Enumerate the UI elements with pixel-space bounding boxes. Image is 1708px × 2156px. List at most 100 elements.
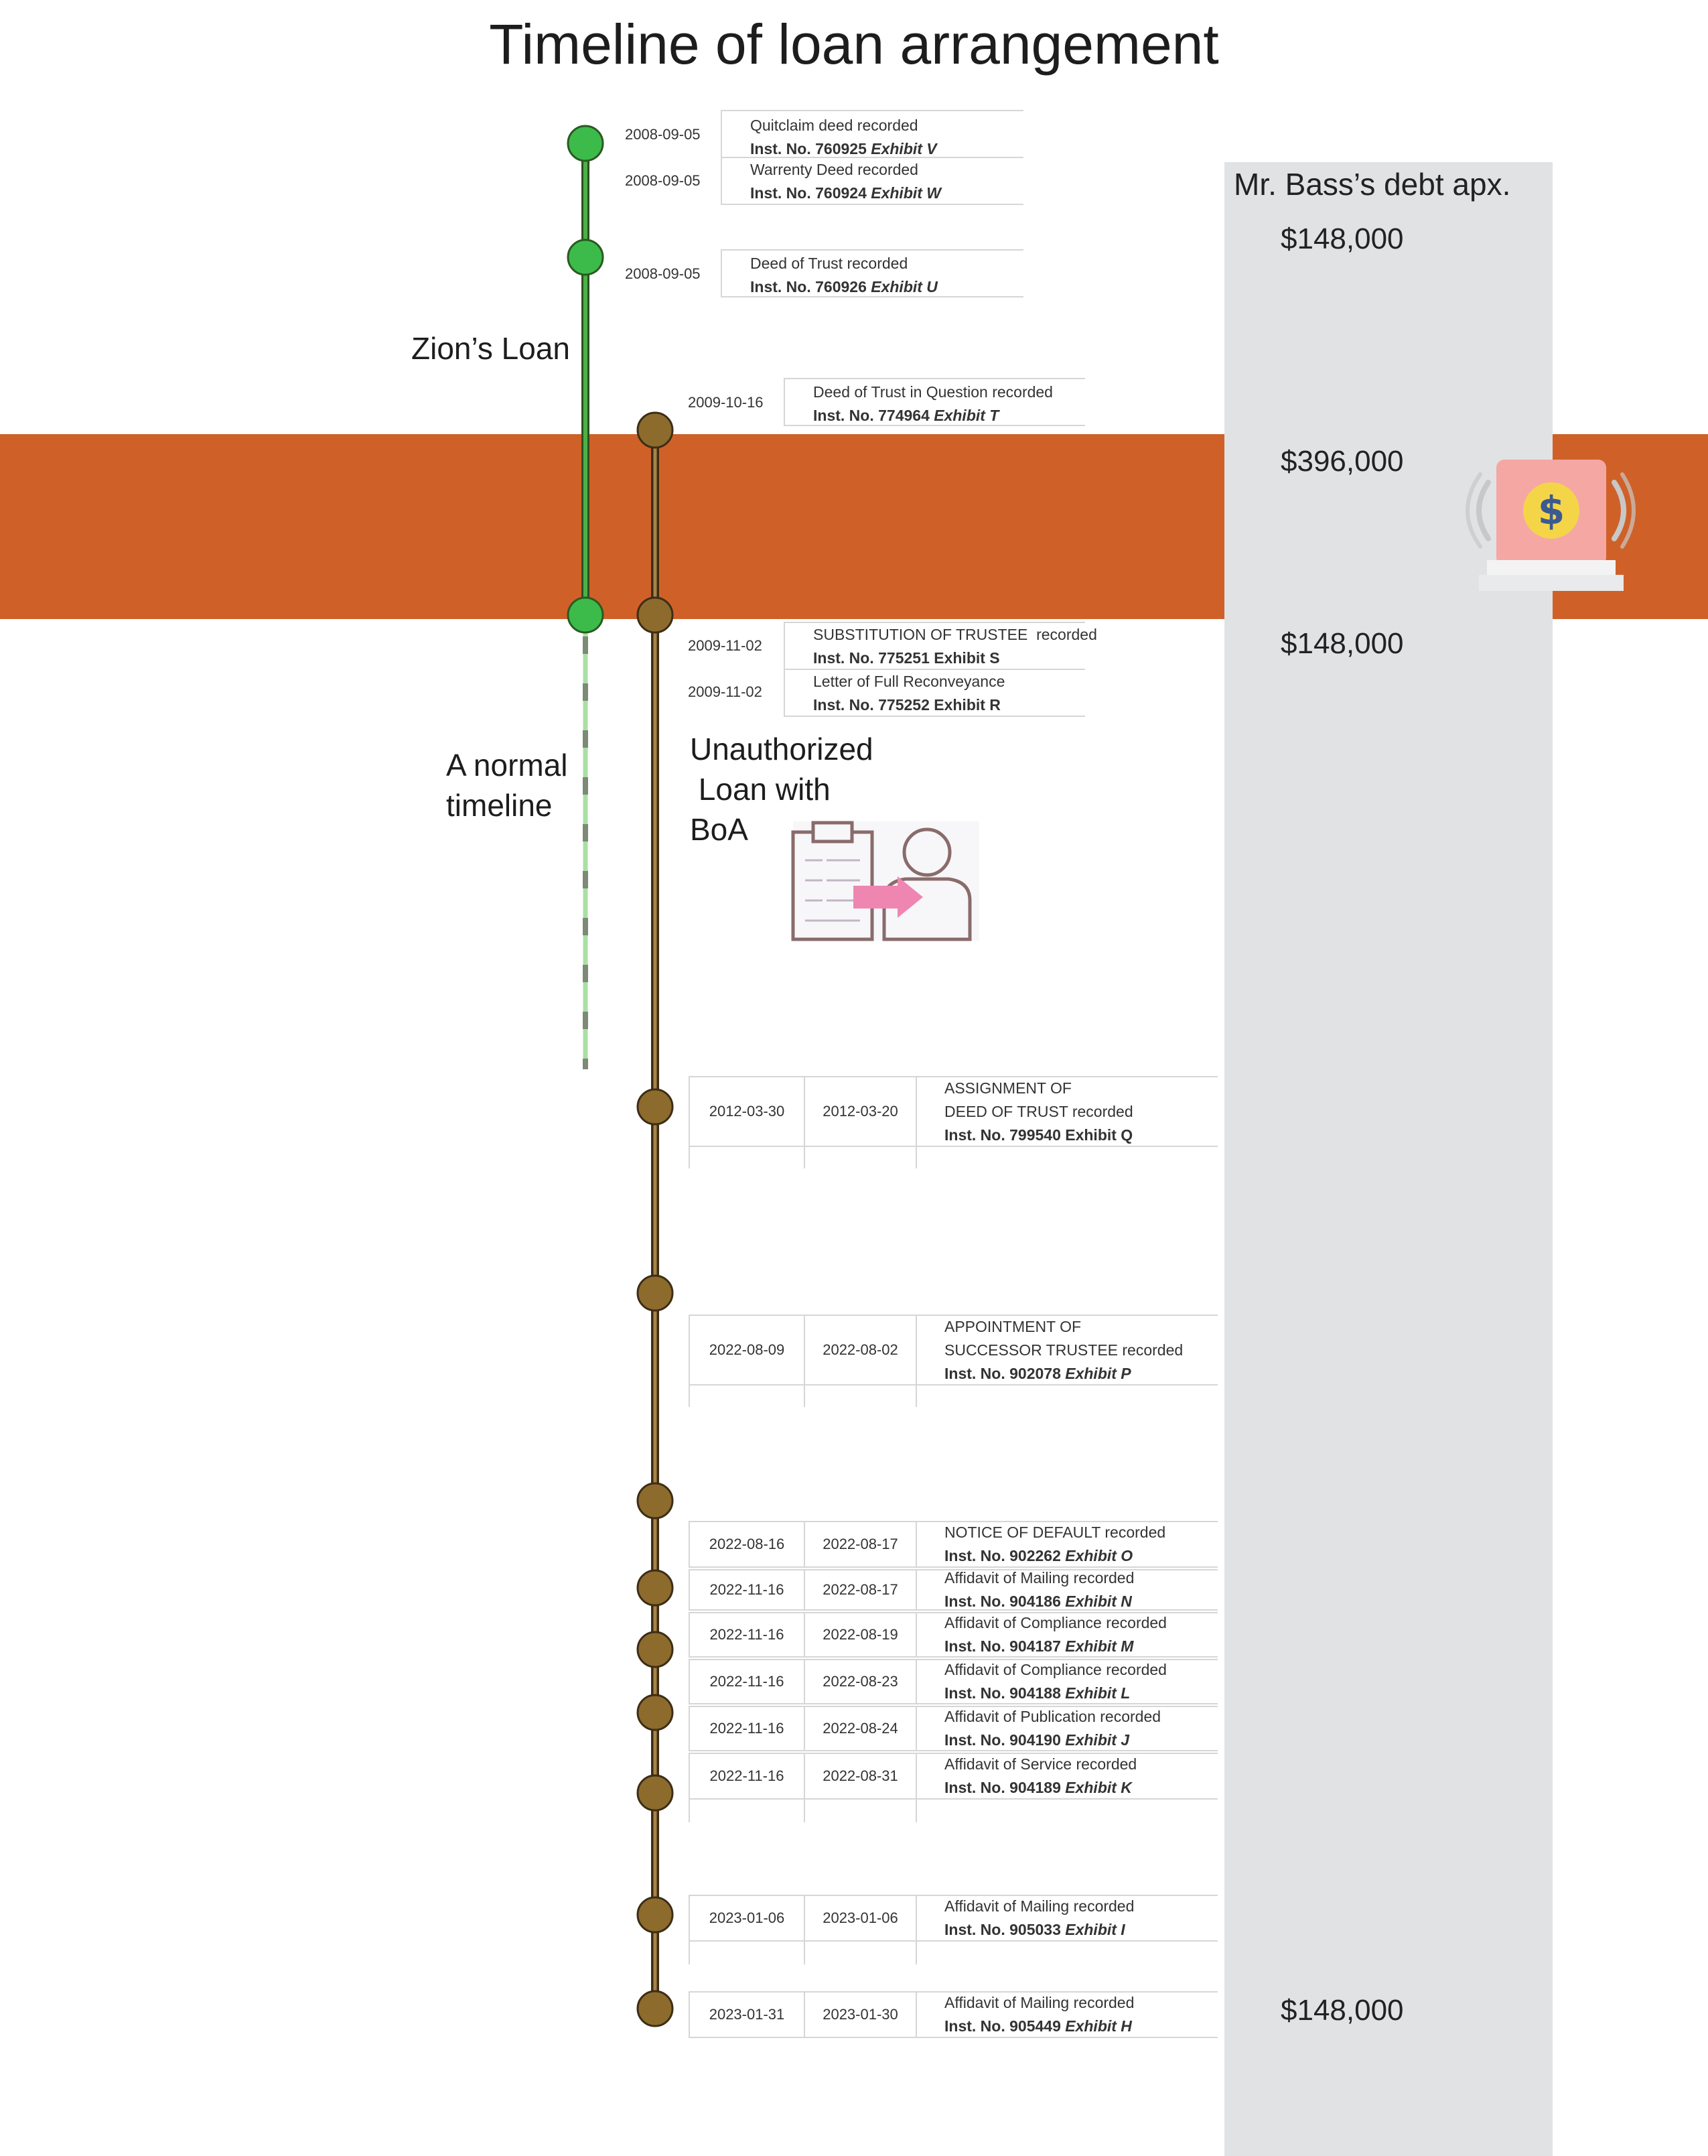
row-divider (804, 1991, 805, 2038)
timeline-node (636, 1631, 674, 1668)
row-divider (916, 1612, 917, 1658)
event-title: Affidavit of Mailing recorded (944, 1994, 1135, 2011)
event-title: Affidavit of Mailing recorded (944, 1897, 1135, 1915)
event-title-line2: SUCCESSOR TRUSTEE recorded (944, 1341, 1184, 1359)
row-divider (689, 1895, 690, 1964)
event-instrument: Inst. No. 904189 (944, 1779, 1061, 1796)
event-date: 2008-09-05 (625, 126, 701, 143)
event-exhibit: Exhibit H (1065, 2017, 1132, 2035)
event-row (689, 1895, 1218, 1942)
event-signed-date: 2022-08-17 (823, 1536, 898, 1552)
event-title: Affidavit of Service recorded (944, 1755, 1137, 1773)
event-title-line2: DEED OF TRUST recorded (944, 1102, 1133, 1120)
event-signed-date: 2022-08-23 (823, 1673, 898, 1690)
timeline-node (636, 1482, 674, 1520)
event-instrument: Inst. No. 904190 (944, 1731, 1061, 1749)
event-description: ASSIGNMENT OF DEED OF TRUST recorded Inst.… (944, 1077, 1133, 1147)
event-row (689, 1659, 1218, 1704)
row-divider (804, 1612, 805, 1658)
event-row (689, 1076, 1218, 1147)
row-divider (804, 1659, 805, 1704)
event-signed-date: 2022-08-02 (823, 1341, 898, 1358)
event-signed-date: 2022-08-31 (823, 1767, 898, 1784)
event-title: Affidavit of Compliance recorded (944, 1661, 1167, 1678)
event-title: ASSIGNMENT OF (944, 1079, 1072, 1097)
row-divider (804, 1569, 805, 1611)
event-recorded-date: 2012-03-30 (709, 1103, 785, 1120)
row-divider (689, 1521, 690, 1568)
timeline-node (567, 125, 604, 162)
event-signed-date: 2022-08-17 (823, 1581, 898, 1598)
event-row (689, 1753, 1218, 1800)
event-description: NOTICE OF DEFAULT recorded Inst. No. 9022… (944, 1521, 1165, 1568)
timeline-node (636, 411, 674, 449)
event-date: 2008-09-05 (625, 172, 701, 189)
debt-value: $396,000 (1281, 445, 1404, 478)
row-divider (689, 1076, 690, 1168)
event-instrument: Inst. No. 904187 (944, 1637, 1061, 1655)
timeline-node (636, 1569, 674, 1607)
timeline-node (567, 239, 604, 276)
event-instrument: Inst. No. 905033 (944, 1921, 1061, 1938)
event-signed-date: 2022-08-19 (823, 1626, 898, 1643)
event-signed-date: 2023-01-06 (823, 1909, 898, 1926)
zion-loan-label: Zion’s Loan (411, 331, 570, 366)
row-divider (689, 1991, 690, 2038)
event-box: Letter of Full Reconveyance Inst. No. 77… (784, 669, 1085, 717)
event-signed-date: 2023-01-30 (823, 2006, 898, 2023)
row-divider (689, 1753, 690, 1822)
event-signed-date: 2022-08-24 (823, 1720, 898, 1737)
timeline-node (636, 1774, 674, 1812)
event-box: Deed of Trust recorded Inst. No. 760926 … (721, 249, 1023, 297)
event-description: APPOINTMENT OF SUCCESSOR TRUSTEE recorded… (944, 1315, 1183, 1386)
event-instrument: Inst. No. 799540 Exhibit Q (944, 1126, 1133, 1144)
event-instrument: Inst. No. 904186 (944, 1593, 1061, 1610)
event-description: Affidavit of Compliance recorded Inst. No… (944, 1611, 1167, 1658)
row-divider (804, 1753, 805, 1822)
row-divider (804, 1895, 805, 1964)
event-exhibit: Exhibit L (1065, 1684, 1131, 1702)
event-row (689, 1612, 1218, 1658)
event-row (689, 1706, 1218, 1751)
event-title: Affidavit of Compliance recorded (944, 1614, 1167, 1631)
row-divider (689, 1659, 690, 1704)
debt-value: $148,000 (1281, 222, 1404, 255)
event-date: 2009-10-16 (688, 394, 764, 411)
svg-text:$: $ (1538, 488, 1565, 533)
timeline-node (636, 596, 674, 634)
debt-value: $148,000 (1281, 627, 1404, 660)
event-row (689, 1991, 1218, 2038)
row-divider (804, 1315, 805, 1407)
event-box: Quitclaim deed recorded Inst. No. 760925… (721, 110, 1023, 158)
event-instrument: Inst. No. 904188 (944, 1684, 1061, 1702)
event-description: Affidavit of Service recorded Inst. No. 9… (944, 1753, 1137, 1800)
event-recorded-date: 2023-01-31 (709, 2006, 785, 2023)
row-divider (916, 1753, 917, 1822)
event-recorded-date: 2023-01-06 (709, 1909, 785, 1926)
event-description: Affidavit of Mailing recorded Inst. No. 9… (944, 1566, 1134, 1613)
row-divider (689, 1612, 690, 1658)
timeline-node (636, 1694, 674, 1731)
event-recorded-date: 2022-11-16 (709, 1626, 784, 1643)
event-recorded-date: 2022-11-16 (709, 1581, 784, 1598)
event-exhibit: Exhibit P (1065, 1364, 1131, 1382)
row-divider (916, 1895, 917, 1964)
event-exhibit: Exhibit K (1065, 1779, 1132, 1796)
boa-loan-label: Unauthorized Loan with BoA (690, 732, 873, 847)
debt-value: $148,000 (1281, 1994, 1404, 2027)
event-exhibit: Exhibit J (1065, 1731, 1130, 1749)
event-recorded-date: 2022-11-16 (709, 1720, 784, 1737)
event-instrument: Inst. No. 902078 (944, 1364, 1061, 1382)
event-box: Deed of Trust in Question recorded Inst.… (784, 378, 1085, 426)
event-exhibit: Exhibit O (1065, 1547, 1133, 1564)
row-divider (804, 1706, 805, 1751)
row-divider (689, 1569, 690, 1611)
debt-heading: Mr. Bass’s debt apx. (1234, 167, 1511, 202)
row-divider (804, 1076, 805, 1168)
event-instrument: Inst. No. 905449 (944, 2017, 1061, 2035)
event-row (689, 1315, 1218, 1386)
event-recorded-date: 2022-11-16 (709, 1767, 784, 1784)
event-description: Affidavit of Publication recorded Inst. N… (944, 1705, 1161, 1752)
row-divider (916, 1659, 917, 1704)
